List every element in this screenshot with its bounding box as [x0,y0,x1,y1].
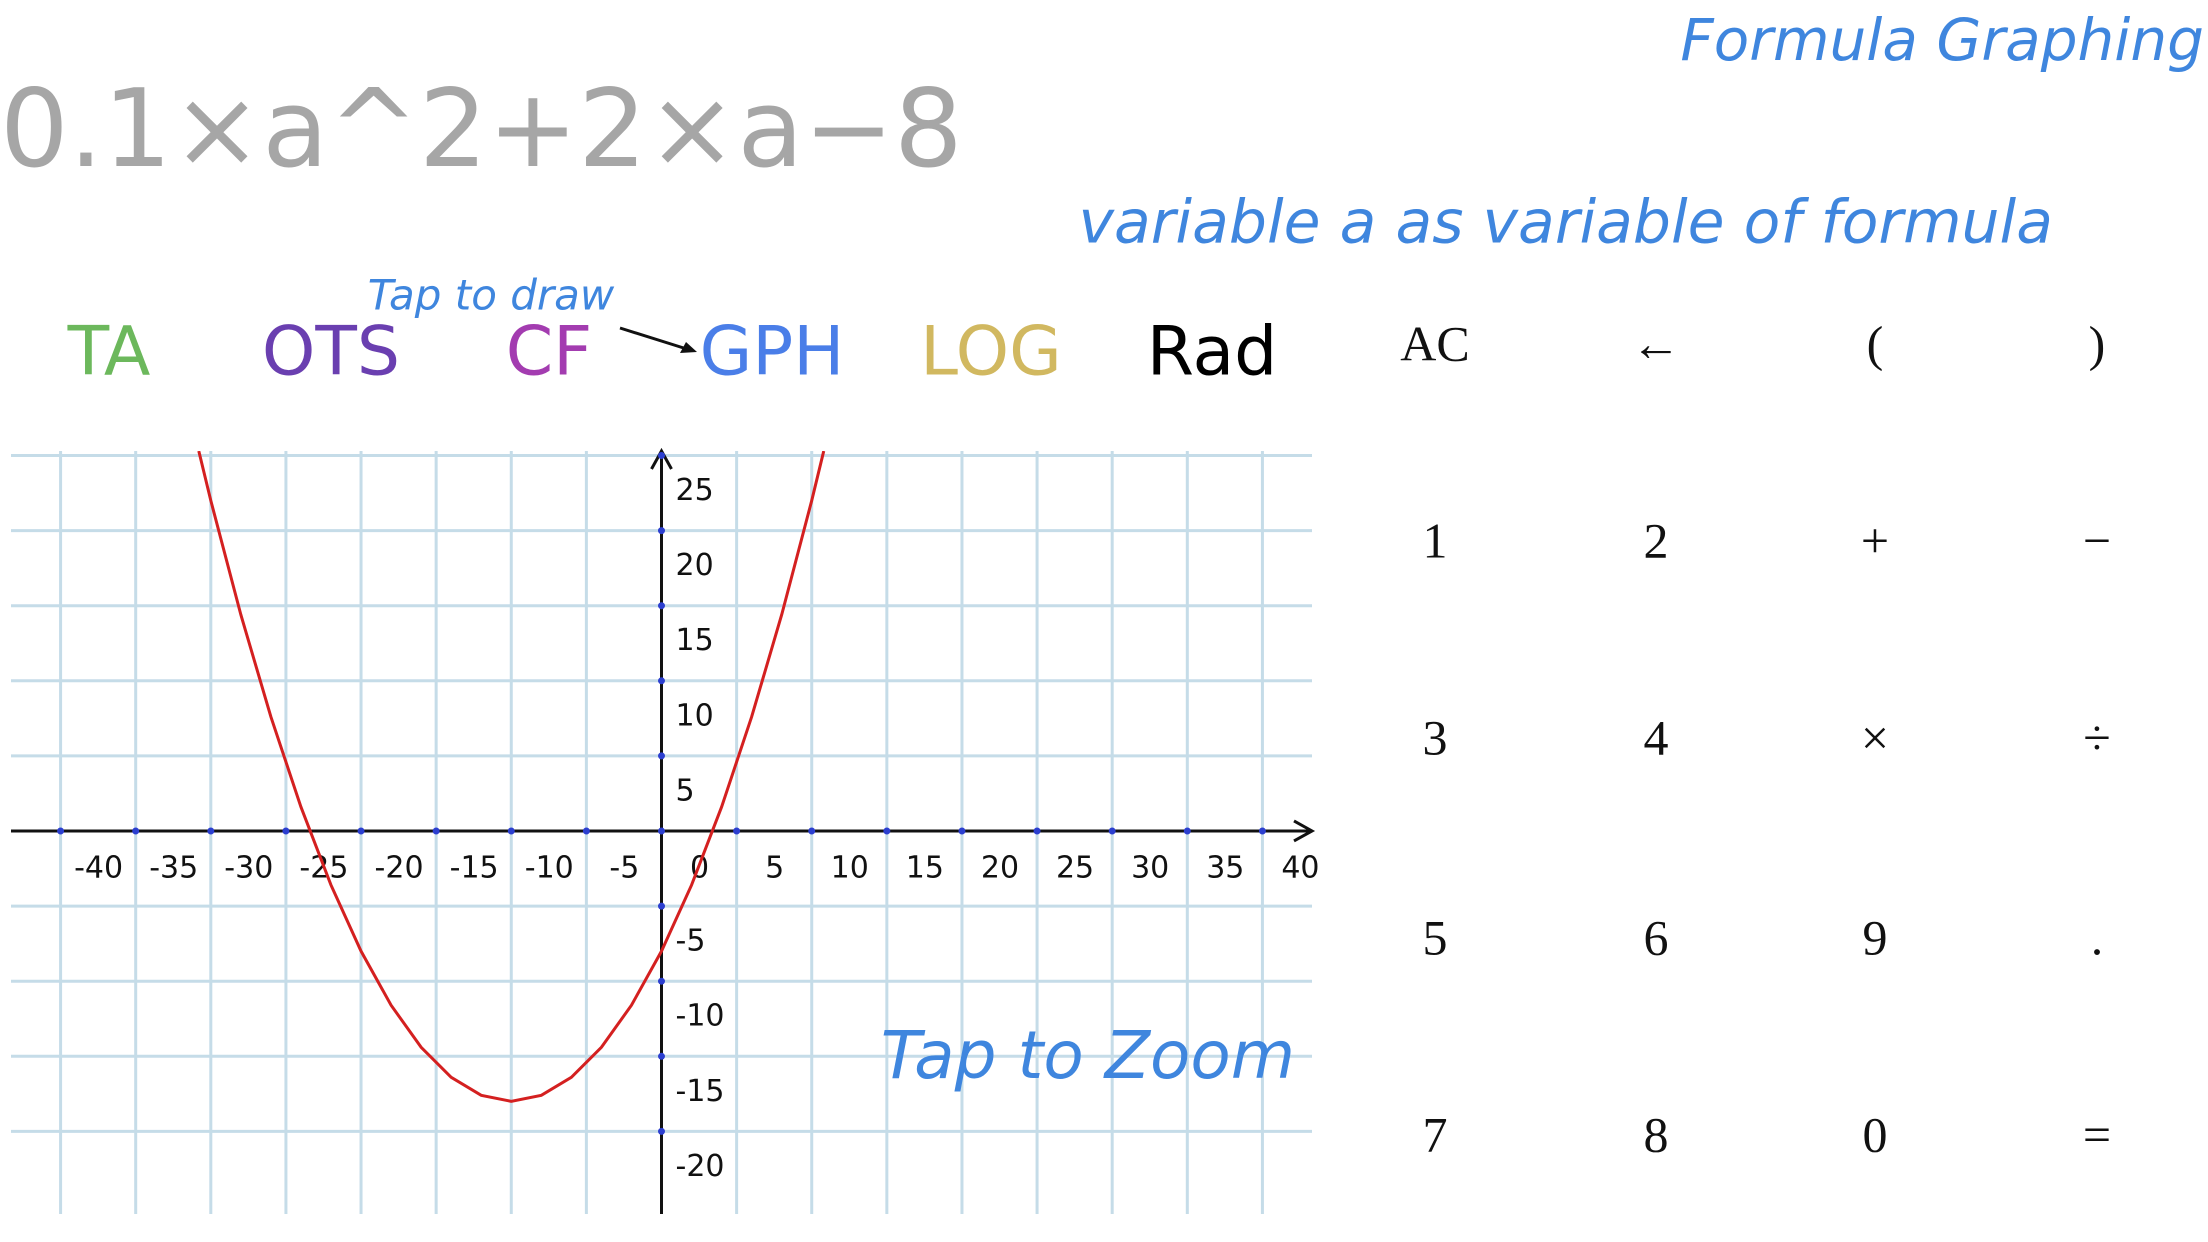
key[interactable]: + [1861,512,1889,568]
x-tick-label: 10 [831,850,869,885]
key[interactable]: ← [1631,315,1681,371]
subtitle: variable a as variable of formula [1078,188,2053,258]
formula: 0.1×a^2+2×a−8 [0,67,963,192]
x-tick [282,827,290,835]
x-tick [132,827,140,835]
x-tick-label: 30 [1131,850,1169,885]
key[interactable]: 8 [1644,1106,1669,1162]
x-tick-label: 35 [1206,850,1244,885]
key[interactable]: − [2083,512,2111,568]
y-tick [658,677,665,685]
x-tick [432,827,440,835]
x-tick [582,827,590,835]
y-tick [658,527,665,535]
x-tick [57,827,65,835]
y-tick-label: -5 [676,924,706,959]
y-tick-label: 15 [676,623,714,658]
x-tick-label: -40 [74,850,123,885]
hint-arrow [619,326,691,352]
tab[interactable]: CF [506,313,593,392]
x-tick-label: -30 [224,850,273,885]
key[interactable]: 3 [1423,709,1448,765]
x-tick [733,827,741,835]
tab[interactable]: TA [67,313,151,392]
x-tick [658,827,665,835]
x-tick-label: 25 [1056,850,1094,885]
x-tick-label: 20 [981,850,1019,885]
y-tick [658,1127,665,1135]
tab[interactable]: OTS [262,313,400,392]
key[interactable]: ( [1867,315,1884,371]
key[interactable]: ÷ [2083,709,2110,765]
y-tick-label: 10 [676,698,714,733]
key[interactable]: AC [1400,315,1469,371]
key[interactable]: ) [2089,315,2106,371]
x-tick-label: 40 [1281,850,1319,885]
y-axis-arrow [650,447,673,470]
key[interactable]: 6 [1644,909,1669,965]
key[interactable]: 0 [1863,1106,1888,1162]
y-tick-label: 20 [676,548,714,583]
y-tick-label: 25 [676,473,714,508]
x-tick [883,827,891,835]
y-tick-label: -10 [676,999,725,1034]
x-tick [207,827,215,835]
key[interactable]: 4 [1644,709,1669,765]
hint: Tap to draw [368,271,615,320]
x-tick-label: -35 [149,850,198,885]
y-tick [658,602,665,610]
x-tick-label: 15 [906,850,944,885]
y-tick [658,977,665,985]
y-tick-label: -20 [676,1149,725,1184]
x-tick-label: -10 [525,850,574,885]
x-axis-arrow [1293,819,1316,843]
tab[interactable]: Rad [1147,313,1278,392]
x-tick [507,827,515,835]
y-tick [658,752,665,760]
x-tick [1108,827,1116,835]
x-tick-label: -5 [609,850,639,885]
key[interactable]: 5 [1423,909,1448,965]
x-tick [1183,827,1191,835]
y-tick [658,452,665,460]
key[interactable]: 7 [1423,1106,1448,1162]
x-tick [808,827,816,835]
x-tick [958,827,966,835]
x-tick-label: 5 [765,850,784,885]
hint-arrow-head [680,342,697,353]
y-tick-label: 5 [676,773,695,808]
x-tick [357,827,365,835]
key[interactable]: × [1861,709,1889,765]
tab[interactable]: GPH [700,313,845,392]
key[interactable]: 2 [1644,512,1669,568]
y-tick [658,902,665,910]
y-tick [658,1052,665,1060]
zoom-hint[interactable]: Tap to Zoom [881,1017,1295,1094]
key[interactable]: 9 [1863,909,1888,965]
app-title: Formula Graphing [1680,6,2204,74]
x-tick-label: -20 [375,850,424,885]
x-tick [1033,827,1041,835]
x-tick-label: -15 [450,850,499,885]
tab[interactable]: LOG [920,313,1062,392]
x-tick [1258,827,1266,835]
curve [197,451,826,1103]
key[interactable]: 1 [1423,512,1448,568]
key[interactable]: = [2083,1106,2111,1162]
y-tick-label: -15 [676,1074,725,1109]
key[interactable]: . [2091,909,2104,965]
